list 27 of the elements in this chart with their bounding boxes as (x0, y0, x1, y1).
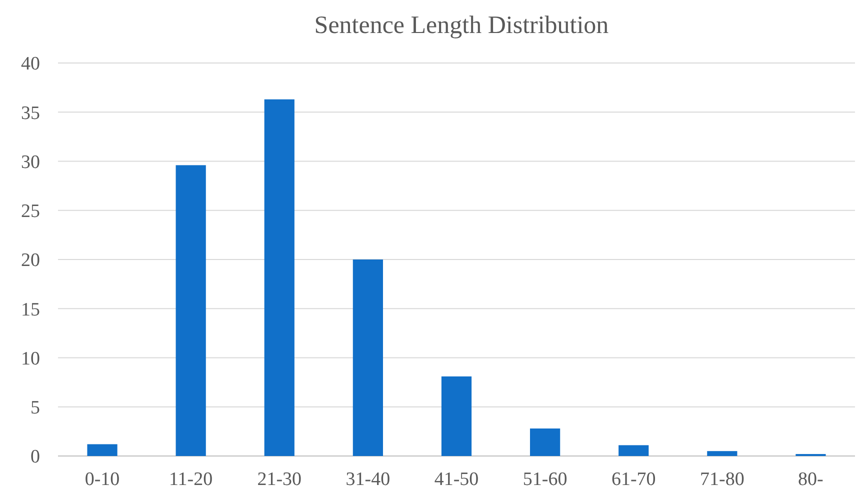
bar (176, 165, 206, 456)
x-tick-label: 51-60 (522, 469, 568, 490)
bar (618, 445, 649, 456)
x-tick-label: 61-70 (611, 469, 656, 490)
y-tick-label: 40 (21, 54, 40, 75)
y-tick-label: 15 (21, 299, 40, 320)
bar (707, 451, 738, 456)
bar (530, 428, 560, 456)
y-tick-label: 20 (21, 250, 40, 272)
bar (441, 376, 472, 456)
chart-title: Sentence Length Distribution (314, 12, 610, 39)
y-tick-label: 25 (21, 201, 40, 222)
x-tick-label: 11-20 (169, 469, 213, 490)
y-tick-label: 35 (21, 102, 40, 124)
bar (264, 99, 294, 456)
y-tick-label: 5 (30, 398, 40, 419)
x-tick-label: 0-10 (84, 469, 120, 490)
x-tick-label: 71-80 (700, 469, 744, 490)
y-tick-label: 0 (30, 446, 40, 468)
x-tick-label: 31-40 (346, 469, 390, 490)
x-tick-label: 21-30 (257, 469, 302, 490)
y-tick-label: 30 (21, 152, 40, 173)
y-tick-label: 10 (21, 348, 40, 370)
bar (352, 260, 383, 456)
x-tick-label: 41-50 (434, 469, 479, 490)
bar (87, 444, 118, 456)
x-tick-label: 80- (798, 469, 824, 490)
